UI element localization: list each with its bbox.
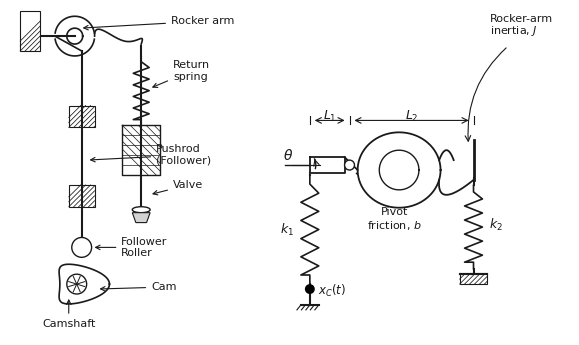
Text: $k_2$: $k_2$ xyxy=(489,217,503,233)
Text: Valve: Valve xyxy=(153,180,203,195)
Text: Return
spring: Return spring xyxy=(153,60,210,87)
Text: inertia, $J$: inertia, $J$ xyxy=(490,24,538,38)
Circle shape xyxy=(67,274,87,294)
Text: Follower
Roller: Follower Roller xyxy=(96,237,168,258)
Circle shape xyxy=(72,237,91,257)
Text: $k_1$: $k_1$ xyxy=(280,221,294,238)
Text: Pivot
friction, $b$: Pivot friction, $b$ xyxy=(367,207,422,232)
Polygon shape xyxy=(132,213,150,223)
Ellipse shape xyxy=(132,207,150,213)
Bar xyxy=(460,274,488,284)
Text: Cam: Cam xyxy=(101,282,177,292)
Bar xyxy=(20,11,40,51)
Text: $x_C(t)$: $x_C(t)$ xyxy=(318,283,346,299)
Polygon shape xyxy=(358,132,441,208)
Polygon shape xyxy=(310,157,345,173)
Circle shape xyxy=(345,160,354,170)
Bar xyxy=(69,106,94,127)
Text: Rocker-arm: Rocker-arm xyxy=(490,14,554,24)
Text: Camshaft: Camshaft xyxy=(42,300,96,329)
Bar xyxy=(69,185,94,207)
Text: $L_1$: $L_1$ xyxy=(323,109,336,124)
Text: Pushrod
(Follower): Pushrod (Follower) xyxy=(91,144,211,166)
Text: Rocker arm: Rocker arm xyxy=(84,16,234,30)
Circle shape xyxy=(305,284,315,294)
Polygon shape xyxy=(59,264,109,304)
Text: $L_2$: $L_2$ xyxy=(405,109,418,124)
Polygon shape xyxy=(122,125,160,175)
Text: $\theta$: $\theta$ xyxy=(283,148,293,162)
